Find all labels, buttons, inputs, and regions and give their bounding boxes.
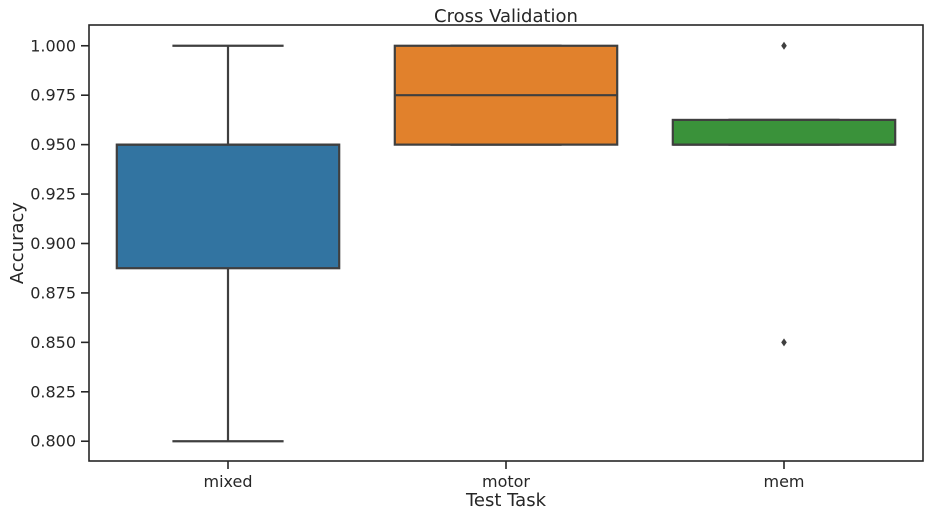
x-tick-label: mem bbox=[763, 472, 804, 491]
y-tick-label: 0.875 bbox=[30, 283, 76, 302]
outlier-point bbox=[781, 338, 787, 347]
y-tick-label: 0.825 bbox=[30, 382, 76, 401]
x-axis: mixed motor mem bbox=[203, 461, 805, 491]
chart-title: Cross Validation bbox=[434, 6, 578, 27]
y-tick-label: 1.000 bbox=[30, 36, 76, 55]
x-axis-title: Test Task bbox=[465, 490, 547, 511]
plot-area bbox=[115, 41, 897, 443]
box-body bbox=[115, 143, 341, 270]
y-axis: 0.800 0.825 0.850 0.875 0.900 0.925 0.950 0.975… bbox=[30, 36, 89, 451]
y-tick-label: 0.900 bbox=[30, 234, 76, 253]
box-motor bbox=[393, 44, 619, 146]
box-mem bbox=[671, 41, 897, 347]
y-tick-label: 0.950 bbox=[30, 135, 76, 154]
box-mixed bbox=[115, 44, 341, 443]
x-tick-label: mixed bbox=[203, 472, 252, 491]
y-tick-label: 0.800 bbox=[30, 432, 76, 451]
x-tick-label: motor bbox=[482, 472, 530, 491]
outlier-point bbox=[781, 41, 787, 50]
y-tick-label: 0.925 bbox=[30, 185, 76, 204]
y-tick-label: 0.975 bbox=[30, 86, 76, 105]
box-body bbox=[671, 118, 897, 146]
y-tick-label: 0.850 bbox=[30, 333, 76, 352]
y-axis-title: Accuracy bbox=[7, 202, 28, 285]
